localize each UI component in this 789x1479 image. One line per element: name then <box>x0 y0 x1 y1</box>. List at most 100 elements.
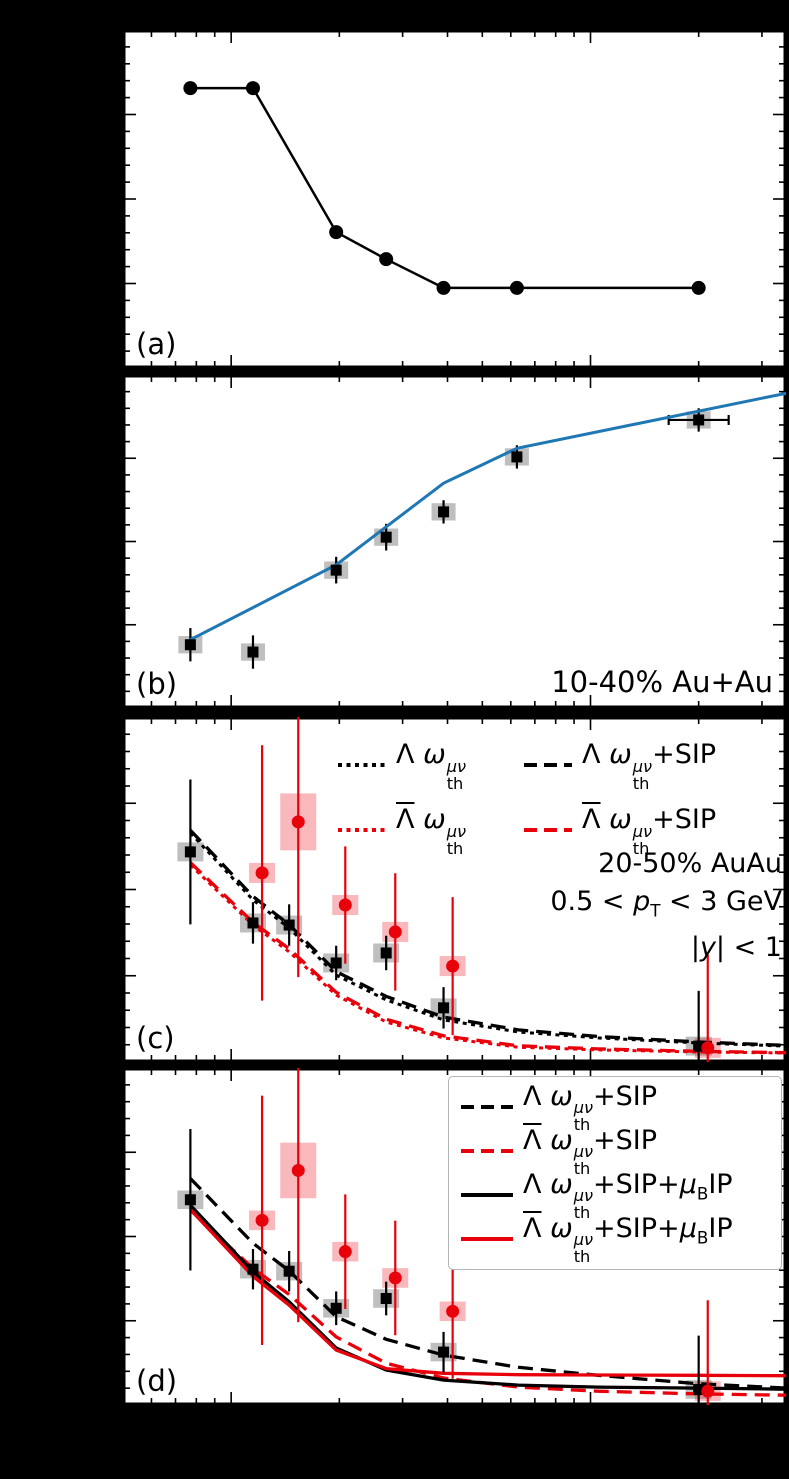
lambda-omega-th-SIP <box>189 1177 786 1390</box>
legend-line-sample <box>338 828 386 833</box>
panel-letter-d: (d) <box>136 1364 178 1398</box>
data-point <box>379 252 394 267</box>
legend-panel-d: Λ ω μν th +SIP Λ ω μν th +SIP Λ ω μν th +SIP+μBIP… <box>448 1076 782 1270</box>
panel-d: (d) Λ ω μν th +SIP Λ ω μν th +SIP Λ ω μν th +SIP+… <box>123 1068 786 1405</box>
data-point <box>330 564 342 576</box>
data-point <box>693 1383 705 1395</box>
data-point <box>247 917 259 929</box>
data-point <box>438 1346 450 1358</box>
panel-b: (b) 10-40% Au+Au <box>123 375 786 708</box>
data-point <box>338 1245 352 1259</box>
data-point <box>388 1271 402 1285</box>
data-point <box>330 1302 342 1314</box>
legend-label: Λ ω μν th <box>396 803 467 858</box>
antilambda-omega-th <box>189 863 786 1055</box>
panel-a-plot <box>123 30 786 368</box>
panel-frame <box>123 375 786 708</box>
data-point <box>693 1040 705 1052</box>
data-point <box>291 1163 305 1177</box>
data-point <box>283 919 295 931</box>
legend-line-sample <box>524 828 573 833</box>
legend-item: Λ ω μν th <box>338 804 466 857</box>
legend-item: Λ ω μν th +SIP+μBIP <box>461 1169 769 1221</box>
panel-d-plot <box>123 1068 786 1405</box>
legend-item: Λ ω μν th +SIP <box>524 804 716 857</box>
lambda-omega-th <box>189 831 786 1048</box>
legend-line-sample <box>461 1105 513 1109</box>
data-point <box>701 1041 715 1055</box>
data-point <box>183 81 198 96</box>
legend-label: Λ ω μν th +SIP <box>582 803 717 858</box>
legend-label: Λ ω μν th +SIP+μBIP <box>523 1168 733 1223</box>
panel-a: (a) <box>123 30 786 368</box>
legend-label: Λ ω μν th +SIP <box>523 1124 658 1179</box>
data-point <box>436 280 451 295</box>
data-point <box>446 1304 460 1318</box>
data-point <box>701 1384 715 1398</box>
data-point <box>330 957 342 969</box>
legend-item: Λ ω μν th <box>338 739 466 792</box>
panel-letter-a: (a) <box>136 327 177 361</box>
legend-line-sample <box>461 1193 513 1197</box>
data-point <box>438 506 450 518</box>
lambda-omega-th-SIP-muBIP <box>189 1204 786 1391</box>
lambda-data-sys-boxes <box>178 411 711 661</box>
centrality-label: 10-40% Au+Au <box>551 665 773 699</box>
panel-frame <box>123 1068 786 1405</box>
lambda-data-markers <box>184 414 705 658</box>
data-point <box>184 639 196 651</box>
lambda-data-error-bars <box>189 408 730 669</box>
panel-frame <box>123 717 786 1062</box>
legend-item: Λ ω μν th +SIP <box>461 1081 769 1133</box>
legend-label: Λ ω μν th +SIP <box>523 1080 658 1135</box>
data-point <box>691 280 706 295</box>
legend-line-sample <box>524 763 573 768</box>
legend-label: Λ ω μν th +SIP <box>582 739 717 793</box>
panel-letter-c: (c) <box>136 1021 175 1055</box>
data-point <box>511 451 523 463</box>
pt-cut-annotation: 0.5 < pT < 3 GeV <box>550 886 782 921</box>
axis-ticks <box>123 375 786 708</box>
kinematics-annotations: 20-50% AuAu 0.5 < pT < 3 GeV |y| < 1 <box>550 845 782 967</box>
panel-c-plot <box>123 717 786 1062</box>
lambda-data-markers <box>184 846 705 1052</box>
legend-label: Λ ω μν th <box>396 739 467 793</box>
data-point <box>291 815 305 829</box>
rapidity-cut-annotation: |y| < 1 <box>690 932 782 964</box>
data-point <box>184 1194 196 1206</box>
data-point <box>245 81 260 96</box>
model-curve <box>189 391 786 642</box>
step-line <box>190 86 699 290</box>
legend-line-sample <box>338 763 386 768</box>
data-point <box>438 1002 450 1014</box>
data-point <box>247 1263 259 1275</box>
legend-line-sample <box>461 1149 513 1153</box>
antilambda-data-markers <box>255 815 715 1055</box>
panel-c: (c) Λ ω μν th Λ ω μν th +SIP Λ ω μν th Λ ω μν th +… <box>123 717 786 1062</box>
centrality-annotation: 20-50% AuAu <box>598 848 782 879</box>
lambda-omega-th-SIP <box>189 829 786 1048</box>
data-point <box>255 1213 269 1227</box>
data-point <box>446 959 460 973</box>
data-point <box>380 1293 392 1305</box>
legend-item: Λ ω μν th +SIP <box>524 739 716 792</box>
antilambda-data-markers <box>255 1163 715 1398</box>
data-point <box>509 280 524 295</box>
antilambda-omega-th-SIP-muBIP <box>189 1208 786 1378</box>
data-point <box>388 925 402 939</box>
data-point <box>380 947 392 959</box>
panel-frame <box>123 30 786 368</box>
data-point <box>247 646 259 658</box>
data-point <box>329 225 344 240</box>
legend-item: Λ ω μν th +SIP+μBIP <box>461 1213 769 1265</box>
legend-item: Λ ω μν th +SIP <box>461 1125 769 1177</box>
data-point <box>184 846 196 858</box>
lambda-data-markers <box>184 1194 705 1395</box>
antilambda-omega-th-SIP <box>189 861 786 1055</box>
axis-ticks <box>123 30 786 368</box>
data-point <box>380 531 392 543</box>
panel-b-plot <box>123 375 786 708</box>
legend-panel-c: Λ ω μν th Λ ω μν th +SIP Λ ω μν th Λ ω μν th +SIP <box>338 739 716 857</box>
data-point <box>255 866 269 880</box>
